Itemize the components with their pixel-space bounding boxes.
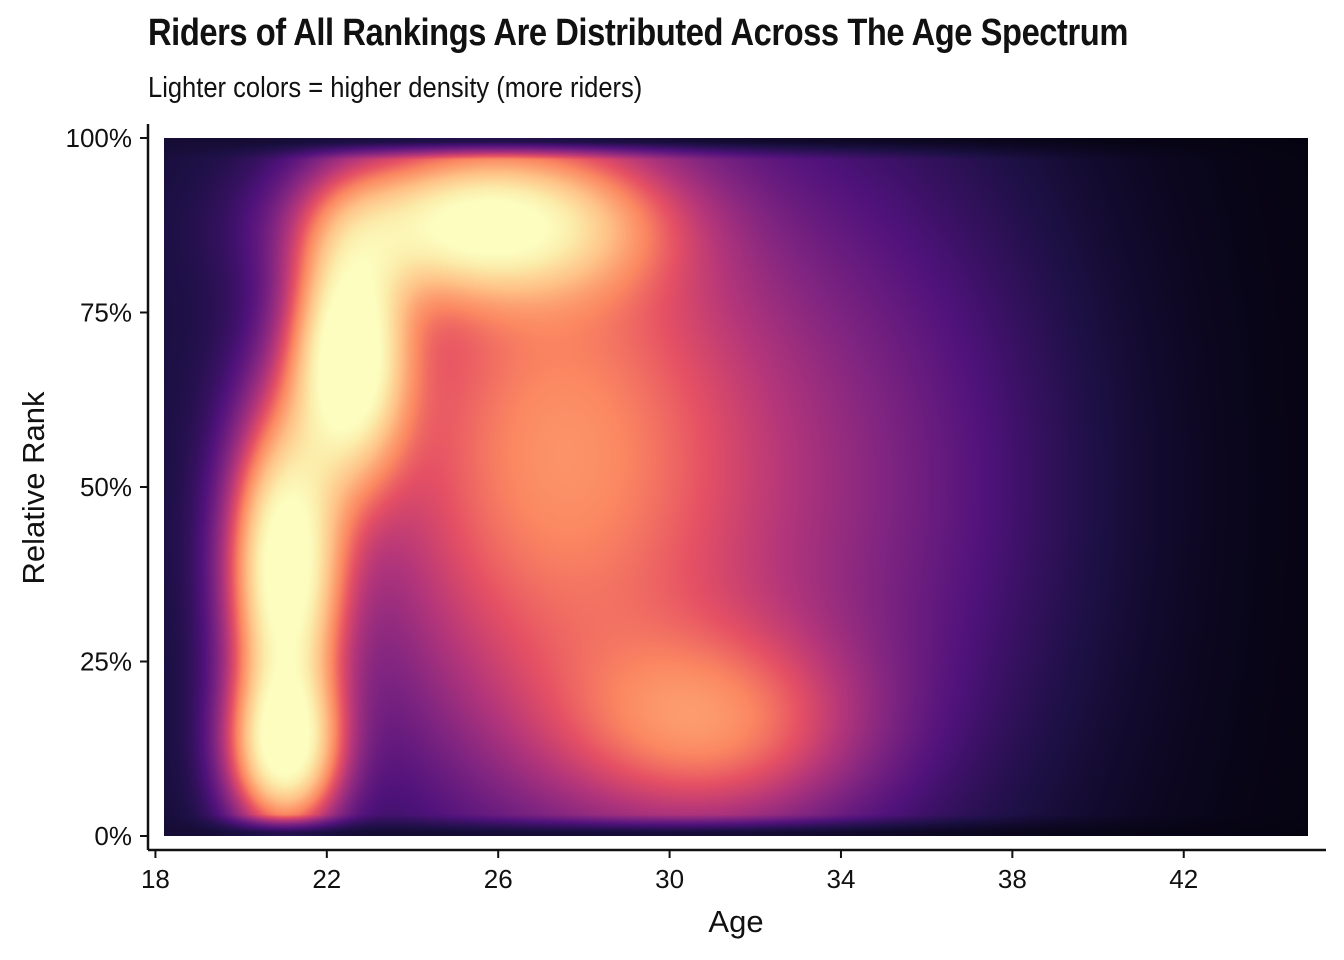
x-tick-label: 34 xyxy=(827,864,856,894)
y-tick-label: 0% xyxy=(94,821,132,851)
x-tick-label: 38 xyxy=(998,864,1027,894)
x-tick-label: 26 xyxy=(484,864,513,894)
y-tick-label: 100% xyxy=(66,123,133,153)
x-tick-label: 18 xyxy=(141,864,170,894)
y-tick-label: 25% xyxy=(80,647,132,677)
y-tick-label: 75% xyxy=(80,298,132,328)
y-axis-ticks: 0% 25% 50% 75% 100% xyxy=(66,123,148,851)
x-axis-ticks: 18 22 26 30 34 38 42 xyxy=(141,850,1198,894)
heatmap-area xyxy=(164,138,1308,836)
y-axis-title: Relative Rank xyxy=(16,391,51,584)
y-tick-label: 50% xyxy=(80,472,132,502)
chart-title: Riders of All Rankings Are Distributed A… xyxy=(148,12,1128,54)
x-tick-label: 30 xyxy=(655,864,684,894)
density-heatmap xyxy=(164,138,1308,836)
x-axis-title: Age xyxy=(708,904,763,939)
x-tick-label: 22 xyxy=(312,864,341,894)
x-tick-label: 42 xyxy=(1169,864,1198,894)
chart-subtitle: Lighter colors = higher density (more ri… xyxy=(148,72,643,104)
